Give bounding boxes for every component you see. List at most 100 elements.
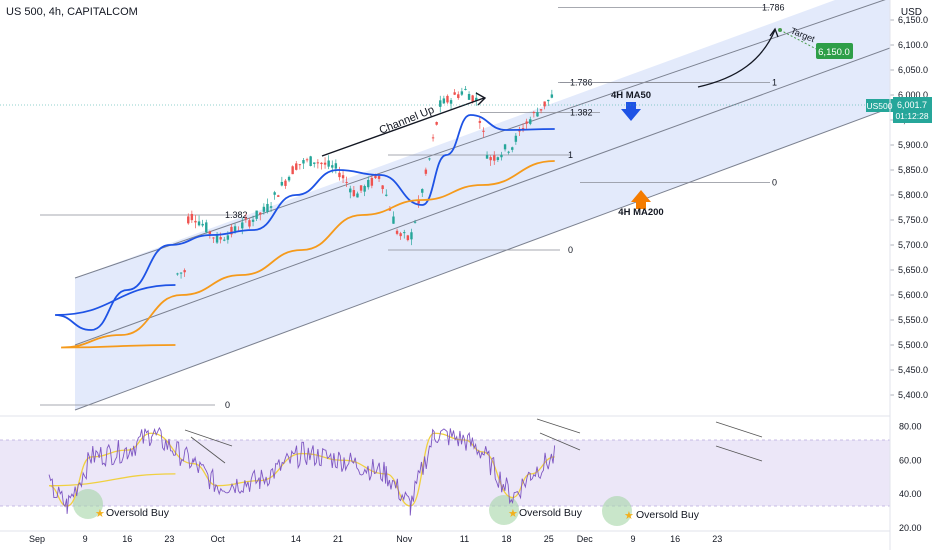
candle-body: [471, 95, 474, 102]
candles: [176, 85, 554, 279]
symbol-badge: [866, 99, 893, 112]
candle-body: [500, 154, 503, 158]
target-box: [816, 43, 853, 59]
candle-body: [176, 273, 179, 275]
candle-body: [413, 221, 417, 223]
ma50-label: 4H MA50: [611, 90, 651, 101]
candle-body: [381, 185, 384, 190]
candle-body: [406, 235, 410, 241]
price-tick-label: 6,050.0: [898, 65, 928, 75]
time-tick-label: 21: [333, 534, 343, 544]
price-tick-label: 5,850.0: [898, 165, 928, 175]
candle-body: [449, 100, 453, 104]
time-tick-label: Dec: [577, 534, 594, 544]
candle-body: [453, 92, 456, 95]
rsi-lines: [48, 426, 556, 516]
candle-body: [284, 180, 287, 186]
candle-body: [536, 112, 539, 117]
candle-body: [532, 112, 536, 114]
candle-body: [417, 199, 420, 204]
time-tick-label: 23: [712, 534, 722, 544]
candle-body: [435, 122, 438, 125]
series-lines: [55, 114, 555, 349]
candle-body: [219, 237, 222, 240]
candle-body: [338, 172, 341, 178]
oversold-circle-3: [602, 496, 632, 526]
candle-body: [428, 158, 431, 160]
price-tick-label: 5,550.0: [898, 315, 928, 325]
candle-body: [323, 162, 327, 165]
channel-up-arrow: [321, 97, 485, 157]
candle-body: [478, 120, 482, 123]
candle-body: [403, 232, 406, 234]
oversold-star-3: ★: [624, 510, 634, 522]
candle-body: [352, 190, 356, 197]
candle-body: [367, 179, 370, 188]
price-box: [893, 97, 932, 123]
ma50-line: [55, 114, 555, 331]
candle-body: [313, 162, 316, 164]
target-dot: [778, 28, 782, 32]
time-tick-label: Sep: [29, 534, 45, 544]
channel-up-arrow-head: [475, 92, 487, 106]
candle-body: [287, 176, 291, 181]
candle-body: [467, 94, 471, 100]
candle-body: [295, 163, 298, 170]
candle-body: [529, 119, 532, 124]
candle-body: [410, 232, 413, 240]
fib-level-label: 1.382: [570, 108, 593, 118]
candle-body: [266, 203, 269, 212]
oversold-label-2: Oversold Buy: [519, 507, 583, 519]
candle-body: [241, 222, 244, 229]
candle-body: [514, 135, 518, 142]
channel-up-band: [75, 0, 890, 410]
candle-body: [205, 222, 208, 233]
candle-body: [421, 189, 424, 193]
candle-body: [392, 216, 395, 224]
candle-body: [377, 176, 381, 179]
price-axis: 6,150.06,100.06,050.06,000.05,950.05,900…: [890, 15, 928, 400]
candle-body: [525, 121, 528, 124]
oversold-label-3: Oversold Buy: [636, 509, 700, 521]
time-tick-label: Nov: [396, 534, 413, 544]
candle-body: [212, 237, 215, 239]
candle-body: [226, 235, 230, 240]
channel-lower-line: [74, 107, 891, 411]
ma200-arrow-icon: [631, 190, 651, 209]
candle-body: [215, 234, 219, 243]
price-tick-label: 5,800.0: [898, 190, 928, 200]
time-tick-label: 23: [164, 534, 174, 544]
candle-body: [298, 164, 302, 166]
candle-body: [496, 157, 500, 161]
oversold-star-2: ★: [508, 508, 518, 520]
oversold-circle-2: [489, 495, 519, 525]
candle-body: [194, 220, 197, 223]
candle-body: [244, 218, 248, 220]
candle-body: [493, 155, 496, 161]
rsi-band: [0, 440, 890, 506]
symbol-title: US 500, 4h, CAPITALCOM: [6, 6, 138, 18]
fib-level-label: 0: [225, 400, 230, 410]
candle-body: [363, 185, 366, 192]
rsi-divergence-line-3: [536, 418, 581, 434]
fib-level-label: 0: [772, 178, 777, 188]
rsi-tick-label: 20.00: [899, 523, 922, 533]
candle-body: [183, 270, 186, 273]
candle-body: [464, 88, 467, 90]
candle-body: [460, 91, 464, 95]
price-tick-label: 5,700.0: [898, 240, 928, 250]
candle-body: [259, 212, 262, 215]
price-tick-label: 5,400.0: [898, 390, 928, 400]
candle-body: [230, 226, 233, 235]
time-tick-label: 16: [670, 534, 680, 544]
fib-level-label: 1: [772, 78, 777, 88]
price-tick-label: 5,450.0: [898, 365, 928, 375]
rsi-axis: 80.00 60.00 40.00 20.00: [899, 421, 922, 533]
symbol-badge-text: US500: [867, 101, 893, 111]
time-tick-label: 16: [122, 534, 132, 544]
time-tick-label: 11: [460, 534, 469, 544]
oversold-circle-1: [73, 489, 103, 519]
candle-body: [503, 144, 507, 150]
candle-body: [341, 175, 345, 179]
